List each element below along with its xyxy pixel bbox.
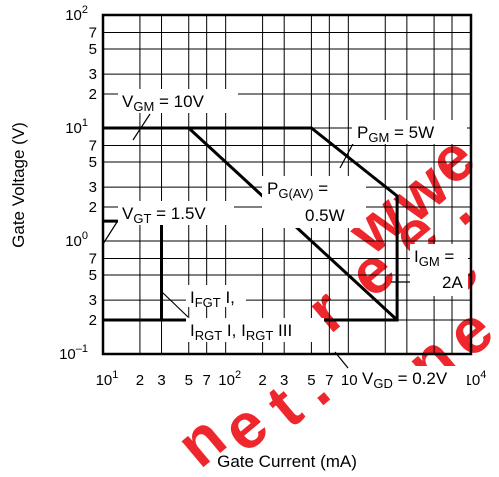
annotation-label: VGT = 1.5V	[122, 204, 206, 226]
y-tick-label: 2	[89, 312, 97, 329]
y-tick-label: 2	[89, 86, 97, 103]
x-tick-label: 7	[202, 372, 210, 389]
annotation-leader	[334, 351, 349, 369]
annotation-background	[357, 366, 467, 390]
x-tick-label: 3	[157, 372, 165, 389]
series-line-3	[103, 219, 163, 320]
y-tick-label: 101	[65, 117, 88, 137]
x-tick-label: 101	[96, 369, 119, 389]
annotation-background	[118, 89, 238, 113]
annotation-label: PGM = 5W	[357, 123, 434, 145]
annotation-label: IGM =	[414, 247, 454, 269]
x-tick-label: 5	[185, 372, 193, 389]
annotation-leader	[102, 221, 118, 245]
tick-labels: 10123571022357103235710410–1235710023571…	[59, 4, 486, 389]
y-tick-label: 2	[89, 199, 97, 216]
y-tick-label: 3	[89, 66, 97, 83]
annotations: VGM = 10V PGM = 5W PG(AV) = 0.5W VGT = 1.5V I…	[118, 89, 468, 391]
annotation-background	[118, 201, 234, 225]
y-tick-label: 5	[89, 41, 97, 58]
annotation-background	[262, 176, 366, 228]
annotation-background	[186, 285, 246, 307]
y-tick-label: 5	[89, 154, 97, 171]
x-tick-label: 102	[218, 369, 241, 389]
x-tick-label: 104	[464, 369, 487, 389]
plot-frame	[101, 13, 473, 356]
x-tick-label: 2	[136, 372, 144, 389]
annotation-label-line2: 2A	[442, 273, 463, 292]
annotation-label-line2: 0.5W	[305, 206, 345, 225]
annotation-label: IRGT I, IRGT III	[190, 321, 292, 343]
annotation-background	[186, 318, 324, 342]
annotation-leader	[132, 113, 151, 141]
annotation-label: IFGT I,	[190, 288, 235, 310]
annotation-background	[410, 244, 468, 296]
y-tick-label: 10–1	[59, 343, 88, 363]
annotation-leader	[339, 139, 356, 169]
annotation-label: VGD = 0.2V	[362, 369, 448, 391]
annotation-label: PG(AV) =	[267, 179, 328, 201]
x-tick-label: 7	[325, 372, 333, 389]
y-tick-label: 3	[89, 292, 97, 309]
y-tick-label: 7	[89, 251, 97, 268]
y-tick-label: 7	[89, 25, 97, 42]
y-tick-label: 7	[89, 138, 97, 155]
x-tick-label: 5	[307, 372, 315, 389]
annotation-leader	[161, 291, 189, 318]
y-axis-label: Gate Voltage (V)	[9, 122, 28, 248]
x-axis-label: Gate Current (mA)	[217, 452, 357, 471]
x-tick-label: 2	[258, 372, 266, 389]
annotation-background	[352, 120, 467, 144]
annotation-label: VGM = 10V	[122, 92, 205, 114]
y-tick-label: 100	[65, 230, 88, 250]
y-tick-label: 5	[89, 267, 97, 284]
y-tick-label: 3	[89, 179, 97, 196]
x-tick-label: 3	[280, 372, 288, 389]
y-tick-label: 102	[65, 4, 88, 24]
